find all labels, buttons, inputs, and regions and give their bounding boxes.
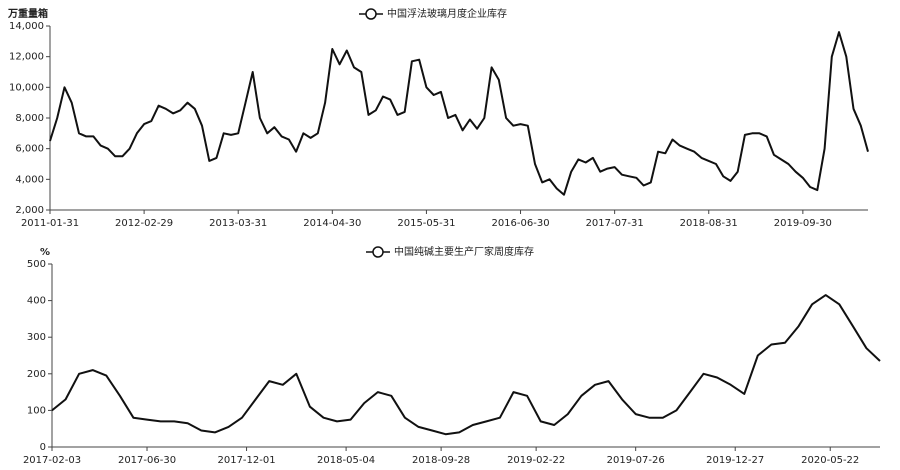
x-tick-label: 2019-07-26 bbox=[607, 455, 665, 466]
y-tick-label: 400 bbox=[27, 296, 46, 307]
x-tick-label: 2018-08-31 bbox=[680, 218, 738, 229]
x-tick-label: 2019-12-27 bbox=[706, 455, 764, 466]
series-line bbox=[51, 294, 881, 436]
series-line bbox=[49, 31, 869, 196]
x-tick-label: 2019-02-22 bbox=[507, 455, 565, 466]
x-tick-label: 2015-05-31 bbox=[397, 218, 455, 229]
y-axis-label: % bbox=[40, 247, 50, 258]
y-tick-label: 300 bbox=[27, 332, 46, 343]
legend-label: 中国纯碱主要生产厂家周度库存 bbox=[394, 245, 534, 258]
x-tick-label: 2018-09-28 bbox=[412, 455, 470, 466]
y-tick-label: 14,000 bbox=[9, 21, 44, 32]
x-tick-label: 2012-02-29 bbox=[115, 218, 173, 229]
y-tick-label: 0 bbox=[40, 442, 46, 453]
x-tick-label: 2011-01-31 bbox=[21, 218, 79, 229]
x-tick-label: 2017-12-01 bbox=[217, 455, 275, 466]
x-tick-label: 2017-02-03 bbox=[23, 455, 81, 466]
x-tick-label: 2019-09-30 bbox=[774, 218, 832, 229]
x-tick-label: 2018-05-04 bbox=[317, 455, 375, 466]
y-tick-label: 12,000 bbox=[9, 52, 44, 63]
y-tick-label: 10,000 bbox=[9, 82, 44, 93]
y-tick-label: 500 bbox=[27, 259, 46, 270]
legend-label: 中国浮法玻璃月度企业库存 bbox=[387, 7, 507, 20]
y-tick-label: 8,000 bbox=[15, 113, 44, 124]
x-tick-label: 2017-07-31 bbox=[586, 218, 644, 229]
x-tick-label: 2017-06-30 bbox=[118, 455, 176, 466]
y-axis-label: 万重量箱 bbox=[7, 7, 48, 20]
y-tick-label: 2,000 bbox=[15, 205, 44, 216]
y-tick-label: 100 bbox=[27, 405, 46, 416]
y-tick-label: 4,000 bbox=[15, 174, 44, 185]
legend-marker bbox=[365, 8, 377, 20]
x-tick-label: 2020-05-22 bbox=[801, 455, 859, 466]
legend-marker bbox=[372, 246, 384, 258]
x-tick-label: 2016-06-30 bbox=[491, 218, 549, 229]
x-tick-label: 2014-04-30 bbox=[303, 218, 361, 229]
y-tick-label: 200 bbox=[27, 369, 46, 380]
y-tick-label: 6,000 bbox=[15, 144, 44, 155]
x-tick-label: 2013-03-31 bbox=[209, 218, 267, 229]
